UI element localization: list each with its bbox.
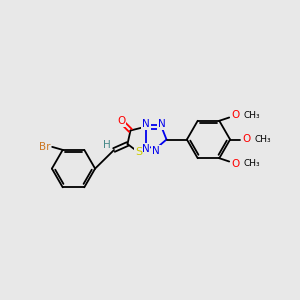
- Text: N: N: [158, 119, 165, 129]
- Text: H: H: [103, 140, 110, 151]
- Text: S: S: [135, 147, 142, 158]
- Text: N: N: [142, 144, 149, 154]
- Text: CH₃: CH₃: [254, 135, 271, 144]
- Text: N: N: [152, 146, 160, 156]
- Text: CH₃: CH₃: [243, 159, 260, 168]
- Text: N: N: [142, 119, 150, 129]
- Text: Br: Br: [39, 142, 50, 152]
- Text: O: O: [242, 134, 251, 145]
- Text: O: O: [232, 110, 240, 120]
- Text: O: O: [117, 116, 126, 127]
- Text: O: O: [232, 159, 240, 169]
- Text: CH₃: CH₃: [243, 111, 260, 120]
